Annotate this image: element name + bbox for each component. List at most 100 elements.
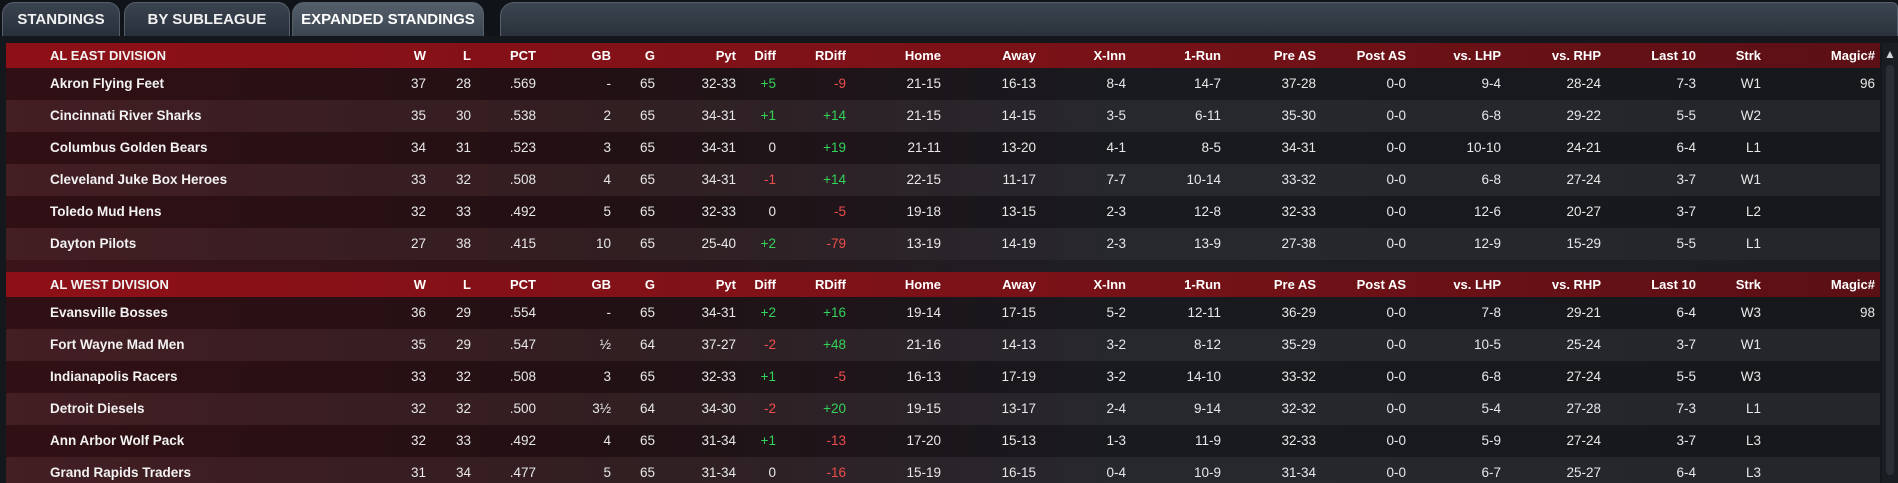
- cell-diff: -2: [763, 337, 776, 352]
- column-header-w[interactable]: W: [413, 277, 426, 292]
- column-header-strk[interactable]: Strk: [1735, 48, 1761, 63]
- team-row[interactable]: Toledo Mud Hens 32 33 .492 5 65 32-33 0 -5 19-18 1…: [6, 196, 1880, 228]
- team-row[interactable]: Ann Arbor Wolf Pack 32 33 .492 4 65 31-34 +1 -13…: [6, 425, 1880, 457]
- column-header-g[interactable]: G: [644, 48, 655, 63]
- column-header-w[interactable]: W: [413, 48, 426, 63]
- column-header-onerun[interactable]: 1-Run: [1184, 277, 1221, 292]
- cell-postas: 0-0: [1386, 204, 1406, 219]
- column-header-last10[interactable]: Last 10: [1651, 277, 1696, 292]
- column-header-home[interactable]: Home: [904, 277, 941, 292]
- cell-w: 32: [410, 204, 426, 219]
- cell-away: 15-13: [1001, 433, 1036, 448]
- tab-standings[interactable]: STANDINGS: [2, 2, 120, 36]
- scroll-up-icon[interactable]: ▲: [1884, 47, 1896, 61]
- team-name[interactable]: Detroit Diesels: [50, 401, 145, 416]
- column-header-vsrhp[interactable]: vs. RHP: [1551, 277, 1601, 292]
- tab-expanded-standings[interactable]: EXPANDED STANDINGS: [292, 2, 484, 36]
- cell-home: 19-14: [906, 305, 941, 320]
- team-row[interactable]: Columbus Golden Bears 34 31 .523 3 65 34-31 0 +1…: [6, 132, 1880, 164]
- column-header-pct[interactable]: PCT: [510, 48, 536, 63]
- division-spacer: [6, 260, 1880, 272]
- cell-xinn: 1-3: [1106, 433, 1126, 448]
- team-name[interactable]: Grand Rapids Traders: [50, 465, 192, 480]
- team-name[interactable]: Columbus Golden Bears: [50, 140, 208, 155]
- column-header-magic[interactable]: Magic#: [1830, 48, 1875, 63]
- team-row[interactable]: Fort Wayne Mad Men 35 29 .547 ½ 64 37-27 -2 +48 2…: [6, 329, 1880, 361]
- vertical-scrollbar[interactable]: ▲: [1882, 43, 1898, 483]
- team-name[interactable]: Cleveland Juke Box Heroes: [50, 172, 228, 187]
- cell-diff: -2: [763, 401, 776, 416]
- cell-pyt: 34-30: [701, 401, 736, 416]
- team-row[interactable]: Evansville Bosses 36 29 .554 - 65 34-31 +2 +16 19…: [6, 297, 1880, 329]
- cell-pyt: 34-31: [701, 140, 736, 155]
- team-name[interactable]: Dayton Pilots: [50, 236, 137, 251]
- cell-preas: 32-32: [1281, 401, 1316, 416]
- team-name[interactable]: Toledo Mud Hens: [50, 204, 162, 219]
- column-header-vslhp[interactable]: vs. LHP: [1453, 48, 1501, 63]
- column-header-xinn[interactable]: X-Inn: [1093, 277, 1127, 292]
- division-header: AL EAST DIVISION W L PCT GB G Pyt Diff RDiff Home…: [6, 43, 1880, 68]
- column-header-last10[interactable]: Last 10: [1651, 48, 1696, 63]
- column-header-home[interactable]: Home: [904, 48, 941, 63]
- cell-strk: L1: [1745, 140, 1761, 155]
- cell-postas: 0-0: [1386, 433, 1406, 448]
- column-header-pct[interactable]: PCT: [510, 277, 536, 292]
- column-header-gb[interactable]: GB: [591, 277, 612, 292]
- team-row[interactable]: Indianapolis Racers 33 32 .508 3 65 32-33 +1 -5 1…: [6, 361, 1880, 393]
- cell-l: 34: [455, 465, 471, 480]
- team-name[interactable]: Akron Flying Feet: [50, 76, 165, 91]
- column-header-g[interactable]: G: [644, 277, 655, 292]
- team-name[interactable]: Cincinnati River Sharks: [50, 108, 202, 123]
- column-header-diff[interactable]: Diff: [754, 277, 776, 292]
- column-header-postas[interactable]: Post AS: [1356, 48, 1406, 63]
- column-header-preas[interactable]: Pre AS: [1273, 48, 1316, 63]
- tab-by-subleague[interactable]: BY SUBLEAGUE: [124, 2, 290, 36]
- column-header-rdiff[interactable]: RDiff: [814, 277, 846, 292]
- column-header-rdiff[interactable]: RDiff: [814, 48, 846, 63]
- cell-g: 65: [639, 236, 655, 251]
- cell-pct: .547: [509, 337, 536, 352]
- column-header-l[interactable]: L: [463, 48, 471, 63]
- team-row[interactable]: Cleveland Juke Box Heroes 33 32 .508 4 65 34-3…: [6, 164, 1880, 196]
- team-name[interactable]: Indianapolis Racers: [50, 369, 178, 384]
- cell-xinn: 3-2: [1106, 369, 1126, 384]
- cell-gb: 3: [603, 140, 611, 155]
- column-header-onerun[interactable]: 1-Run: [1184, 48, 1221, 63]
- column-header-away[interactable]: Away: [1002, 277, 1036, 292]
- column-header-magic[interactable]: Magic#: [1830, 277, 1875, 292]
- scrollbar-track[interactable]: [1886, 65, 1894, 475]
- column-header-away[interactable]: Away: [1002, 48, 1036, 63]
- cell-vslhp: 6-7: [1481, 465, 1501, 480]
- column-header-strk[interactable]: Strk: [1735, 277, 1761, 292]
- cell-onerun: 8-5: [1201, 140, 1221, 155]
- column-header-vslhp[interactable]: vs. LHP: [1453, 277, 1501, 292]
- column-header-pyt[interactable]: Pyt: [715, 277, 736, 292]
- cell-gb: 2: [603, 108, 611, 123]
- column-header-postas[interactable]: Post AS: [1356, 277, 1406, 292]
- cell-pyt: 25-40: [701, 236, 736, 251]
- column-header-l[interactable]: L: [463, 277, 471, 292]
- team-row[interactable]: Akron Flying Feet 37 28 .569 - 65 32-33 +5 -9 21-…: [6, 68, 1880, 100]
- cell-l: 30: [455, 108, 471, 123]
- column-header-preas[interactable]: Pre AS: [1273, 277, 1316, 292]
- cell-rdiff: -16: [826, 465, 846, 480]
- column-header-xinn[interactable]: X-Inn: [1093, 48, 1127, 63]
- team-name[interactable]: Ann Arbor Wolf Pack: [50, 433, 185, 448]
- team-name[interactable]: Fort Wayne Mad Men: [50, 337, 185, 352]
- column-header-pyt[interactable]: Pyt: [715, 48, 736, 63]
- team-row[interactable]: Grand Rapids Traders 31 34 .477 5 65 31-34 0 -16…: [6, 457, 1880, 483]
- cell-postas: 0-0: [1386, 236, 1406, 251]
- team-row[interactable]: Cincinnati River Sharks 35 30 .538 2 65 34-31 +…: [6, 100, 1880, 132]
- cell-pyt: 32-33: [701, 76, 736, 91]
- cell-pyt: 31-34: [701, 465, 736, 480]
- column-header-diff[interactable]: Diff: [754, 48, 776, 63]
- cell-gb: 5: [603, 204, 611, 219]
- cell-home: 19-18: [906, 204, 941, 219]
- cell-home: 21-11: [907, 140, 941, 155]
- team-name[interactable]: Evansville Bosses: [50, 305, 168, 320]
- column-header-vsrhp[interactable]: vs. RHP: [1551, 48, 1601, 63]
- cell-away: 16-15: [1001, 465, 1036, 480]
- column-header-gb[interactable]: GB: [591, 48, 612, 63]
- team-row[interactable]: Detroit Diesels 32 32 .500 3½ 64 34-30 -2 +20 19-…: [6, 393, 1880, 425]
- team-row[interactable]: Dayton Pilots 27 38 .415 10 65 25-40 +2 -79 13-19…: [6, 228, 1880, 260]
